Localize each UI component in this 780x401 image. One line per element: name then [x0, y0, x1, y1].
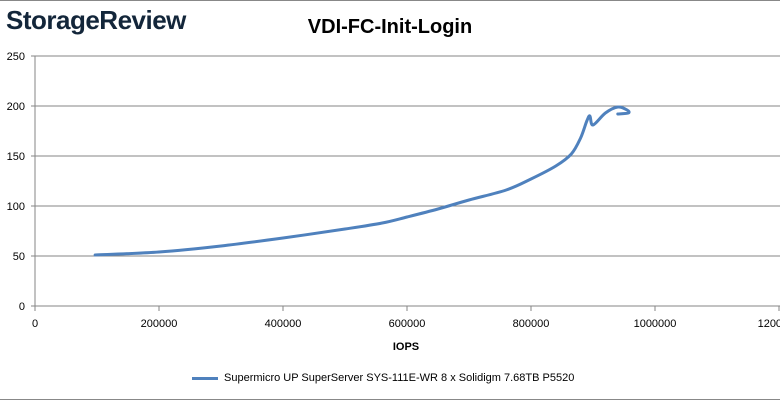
x-axis-label: IOPS [393, 341, 419, 353]
x-tick-label: 800000 [513, 318, 550, 330]
x-tick-label: 600000 [389, 318, 426, 330]
x-tick-label: 0 [32, 318, 38, 330]
legend: Supermicro UP SuperServer SYS-111E-WR 8 … [192, 372, 574, 384]
legend-swatch [192, 376, 218, 380]
x-tick-label: 200000 [141, 318, 178, 330]
legend-label: Supermicro UP SuperServer SYS-111E-WR 8 … [224, 372, 575, 384]
bottom-border [0, 399, 780, 400]
y-tick-label: 100 [7, 201, 25, 213]
y-tick-label: 250 [7, 51, 25, 63]
x-tick-label: 400000 [265, 318, 302, 330]
y-tick-label: 0 [19, 301, 25, 313]
series-line [93, 105, 631, 257]
y-tick-label: 200 [7, 101, 25, 113]
chart-title: VDI-FC-Init-Login [307, 16, 473, 38]
storagereview-logo: StorageReview [6, 5, 186, 35]
y-tick-label: 150 [7, 151, 25, 163]
x-tick-label: 1000000 [634, 318, 677, 330]
x-tick-label: 1200000 [758, 318, 780, 330]
top-border [0, 0, 780, 1]
y-tick-label: 50 [13, 251, 25, 263]
